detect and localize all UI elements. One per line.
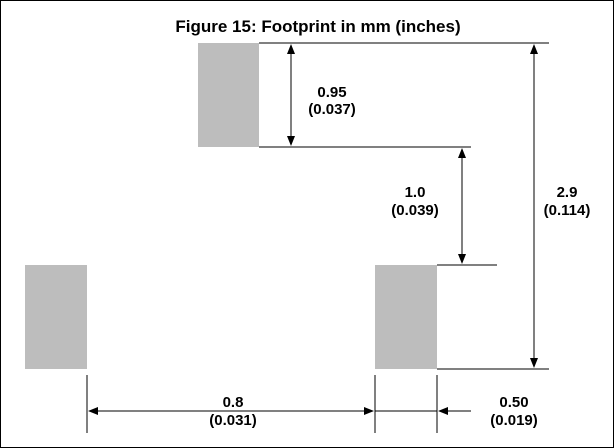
dimension-overall-height: [530, 44, 538, 368]
pad-top: [198, 43, 259, 147]
figure-title: Figure 15: Footprint in mm (inches): [175, 17, 460, 36]
dimension-label-pad-width-in: (0.019): [490, 412, 538, 429]
dimension-label-pad-spacing-mm: 0.8: [223, 394, 244, 411]
pad-bottom-right: [375, 265, 437, 369]
dimension-label-top-pad-height-in: (0.037): [308, 101, 356, 118]
dimension-pad-spacing: [88, 407, 374, 415]
dimension-label-overall-height-in: (0.114): [544, 202, 591, 219]
dimension-label-top-pad-height-mm: 0.95: [317, 84, 346, 101]
dimension-label-pad-gap-in: (0.039): [391, 202, 439, 219]
dimension-top-pad-height: [287, 44, 295, 146]
dimension-label-pad-width-mm: 0.50: [499, 394, 528, 411]
dimension-label-overall-height-mm: 2.9: [557, 184, 578, 201]
dimension-pad-width: [375, 407, 471, 415]
pad-bottom-left: [25, 265, 87, 369]
dimension-label-pad-gap-mm: 1.0: [405, 184, 426, 201]
dimension-pad-gap: [458, 148, 466, 264]
dimension-label-pad-spacing-in: (0.031): [209, 412, 257, 429]
